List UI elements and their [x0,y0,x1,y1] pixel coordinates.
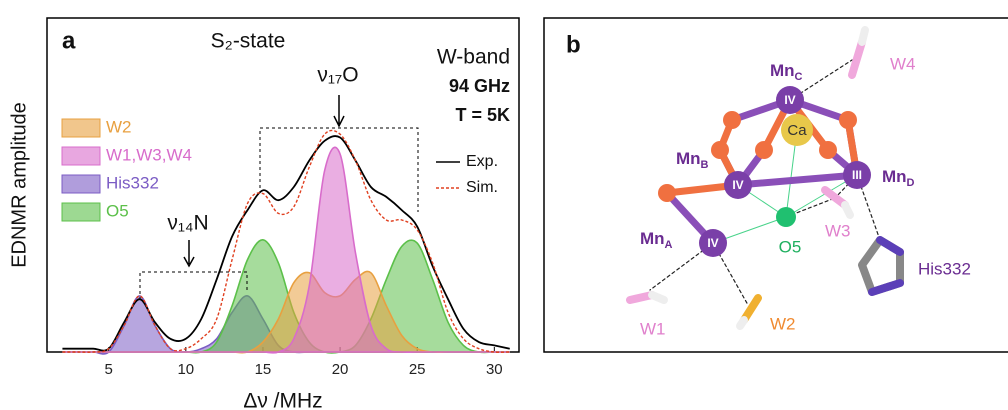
frequency-note: 94 GHz [449,76,510,96]
temperature-note: T = 5K [455,105,510,125]
water-label: W3 [825,221,851,240]
nu-n-label: ν₁₄N [167,212,208,235]
water-label: W2 [770,314,796,333]
oxidation-state: IV [732,178,743,192]
legend-swatch [61,146,101,166]
bracket-o [259,127,419,212]
legend-label: W2 [106,117,132,136]
x-axis-label: Δν /MHz [243,390,322,410]
legend-label: His332 [106,173,159,192]
component-area [62,146,510,354]
arrow-n [183,240,195,268]
legend-swatch [61,202,101,222]
x-tick-label: 10 [177,361,194,378]
oxidation-state: III [852,168,862,182]
nu-o-label: ν₁₇O [317,64,358,87]
plot-area [62,129,510,355]
water-label: W4 [890,54,916,73]
x-tick-label: 15 [255,361,272,378]
legend-label: Sim. [466,179,498,196]
mn-label: MnB [676,149,709,170]
oxidation-state: IV [707,236,718,250]
arrow-o [333,95,345,128]
x-tick-label: 30 [486,361,503,378]
x-tick-label: 25 [409,361,426,378]
legend-swatch [61,118,101,138]
x-tick-label: 5 [105,361,113,378]
oxidation-state: IV [784,93,795,107]
legend-swatch [61,174,101,194]
chart-title: S₂-state [211,30,286,53]
spectrum-line [62,135,510,352]
panel-label: a [62,27,76,54]
y-axis-label: EDNMR amplitude [8,102,30,268]
legend-label: Exp. [466,153,498,170]
panel-b-frame [543,17,1008,353]
legend-label: O5 [106,201,129,220]
x-tick-label: 20 [332,361,349,378]
structure [626,26,904,330]
mn-label: MnD [882,167,915,188]
bracket-n [139,271,248,300]
mn-label: MnA [640,229,673,250]
water-label: W1 [640,319,666,338]
histidine-label: His332 [918,259,971,278]
mn-label: MnC [770,61,803,82]
panel-label: b [566,31,581,58]
band-note: W-band [437,46,510,69]
legend-label: W1,W3,W4 [106,145,192,164]
oxo-label: O5 [779,237,802,256]
spectrum-line [62,129,510,353]
calcium-label: Ca [787,122,807,139]
